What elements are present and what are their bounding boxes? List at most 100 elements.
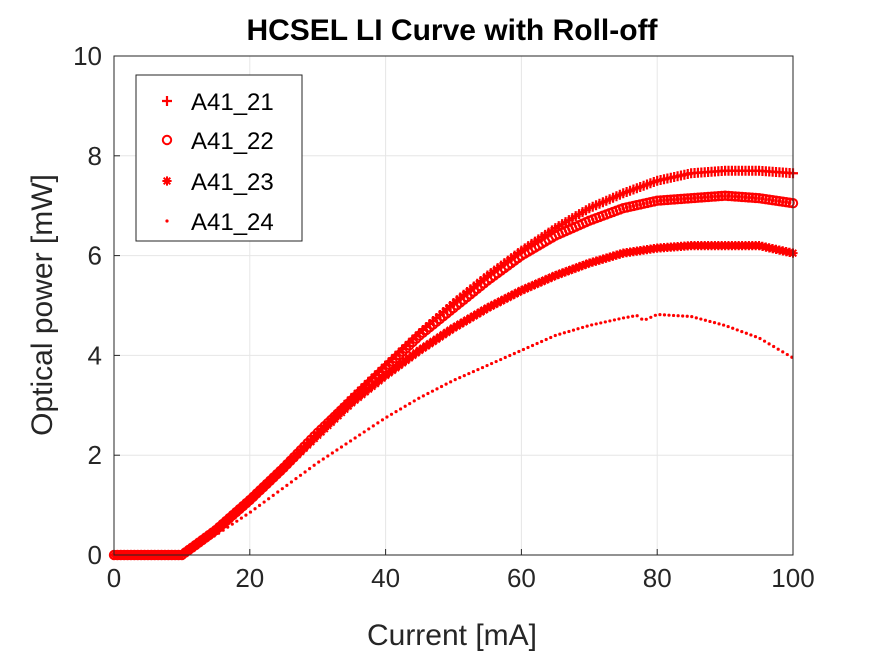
data-point — [471, 369, 475, 374]
data-point — [682, 193, 693, 204]
data-point — [537, 276, 547, 287]
series-a41-23 — [109, 241, 798, 560]
data-point — [439, 384, 444, 389]
data-point — [444, 382, 448, 386]
data-point — [435, 387, 439, 391]
data-point — [467, 371, 471, 376]
data-point — [282, 459, 292, 470]
data-point — [776, 347, 780, 351]
data-point — [574, 262, 584, 272]
data-point — [367, 427, 371, 431]
data-point — [412, 399, 416, 403]
data-point — [253, 507, 257, 511]
data-point — [317, 460, 321, 464]
data-point — [319, 424, 330, 434]
data-point — [540, 275, 550, 285]
data-point — [376, 421, 380, 425]
data-point — [681, 314, 685, 318]
data-point — [599, 321, 603, 325]
data-point — [272, 469, 282, 479]
x-tick-label: 0 — [107, 563, 121, 593]
data-point — [733, 191, 744, 202]
data-point — [730, 191, 741, 202]
data-point — [731, 326, 735, 330]
data-point — [493, 298, 503, 308]
data-point — [554, 269, 564, 279]
data-point — [245, 495, 255, 505]
data-point — [344, 442, 348, 446]
data-point — [449, 380, 453, 384]
x-tick-label: 100 — [771, 563, 814, 593]
data-point — [658, 195, 670, 206]
data-point — [333, 411, 343, 421]
data-point — [735, 328, 739, 332]
data-point — [696, 192, 707, 203]
data-point — [550, 270, 560, 281]
data-point — [482, 303, 493, 313]
data-point — [685, 314, 689, 318]
data-point — [631, 314, 635, 318]
data-point — [758, 336, 762, 341]
data-point — [326, 417, 336, 427]
data-point — [309, 433, 319, 444]
data-point — [590, 323, 594, 327]
data-point — [785, 352, 789, 357]
data-point — [380, 418, 385, 422]
data-point — [744, 331, 748, 335]
data-point — [581, 259, 591, 269]
data-point — [608, 319, 612, 323]
data-point — [626, 315, 630, 319]
data-point — [612, 318, 617, 322]
y-tick-label: 0 — [88, 540, 102, 570]
y-tick-label: 4 — [88, 340, 102, 370]
data-point — [722, 323, 726, 327]
data-point — [580, 325, 585, 330]
data-point — [558, 332, 562, 336]
tick-labels: 0 20 40 60 80 100 0 2 4 6 8 10 — [73, 41, 815, 593]
data-point — [221, 528, 225, 532]
data-point — [749, 333, 753, 337]
data-point — [675, 193, 687, 205]
data-point — [699, 192, 710, 203]
data-point — [296, 446, 306, 457]
data-point — [503, 292, 513, 303]
data-point — [323, 420, 333, 431]
data-point — [753, 335, 758, 339]
data-point — [292, 450, 302, 460]
data-point — [339, 445, 344, 449]
data-point — [781, 350, 785, 354]
data-point — [520, 284, 530, 294]
data-point — [496, 296, 506, 306]
data-point — [226, 525, 230, 529]
data-point — [726, 324, 730, 329]
data-point — [547, 272, 557, 282]
data-point — [544, 337, 548, 342]
data-point — [458, 375, 462, 380]
data-point — [235, 519, 239, 523]
data-point — [567, 264, 577, 274]
data-point — [690, 315, 694, 319]
data-point — [652, 195, 663, 206]
legend-label: A41_21 — [191, 89, 274, 116]
data-point — [279, 463, 289, 473]
data-point — [262, 479, 272, 489]
data-point — [672, 194, 683, 205]
data-point — [665, 194, 676, 205]
data-point — [268, 472, 279, 483]
data-point — [217, 531, 221, 535]
data-point — [321, 457, 325, 461]
data-point — [743, 192, 755, 203]
data-point — [486, 301, 496, 311]
data-point — [564, 265, 574, 276]
data-point — [289, 480, 294, 484]
data-point — [740, 192, 751, 203]
data-point — [740, 329, 744, 334]
data-point — [499, 294, 510, 304]
data-point — [517, 349, 521, 354]
data-point — [348, 439, 353, 443]
legend-marker — [162, 176, 172, 186]
data-point — [510, 289, 520, 299]
data-point — [535, 341, 539, 346]
data-point — [635, 314, 639, 318]
data-point — [239, 516, 243, 520]
